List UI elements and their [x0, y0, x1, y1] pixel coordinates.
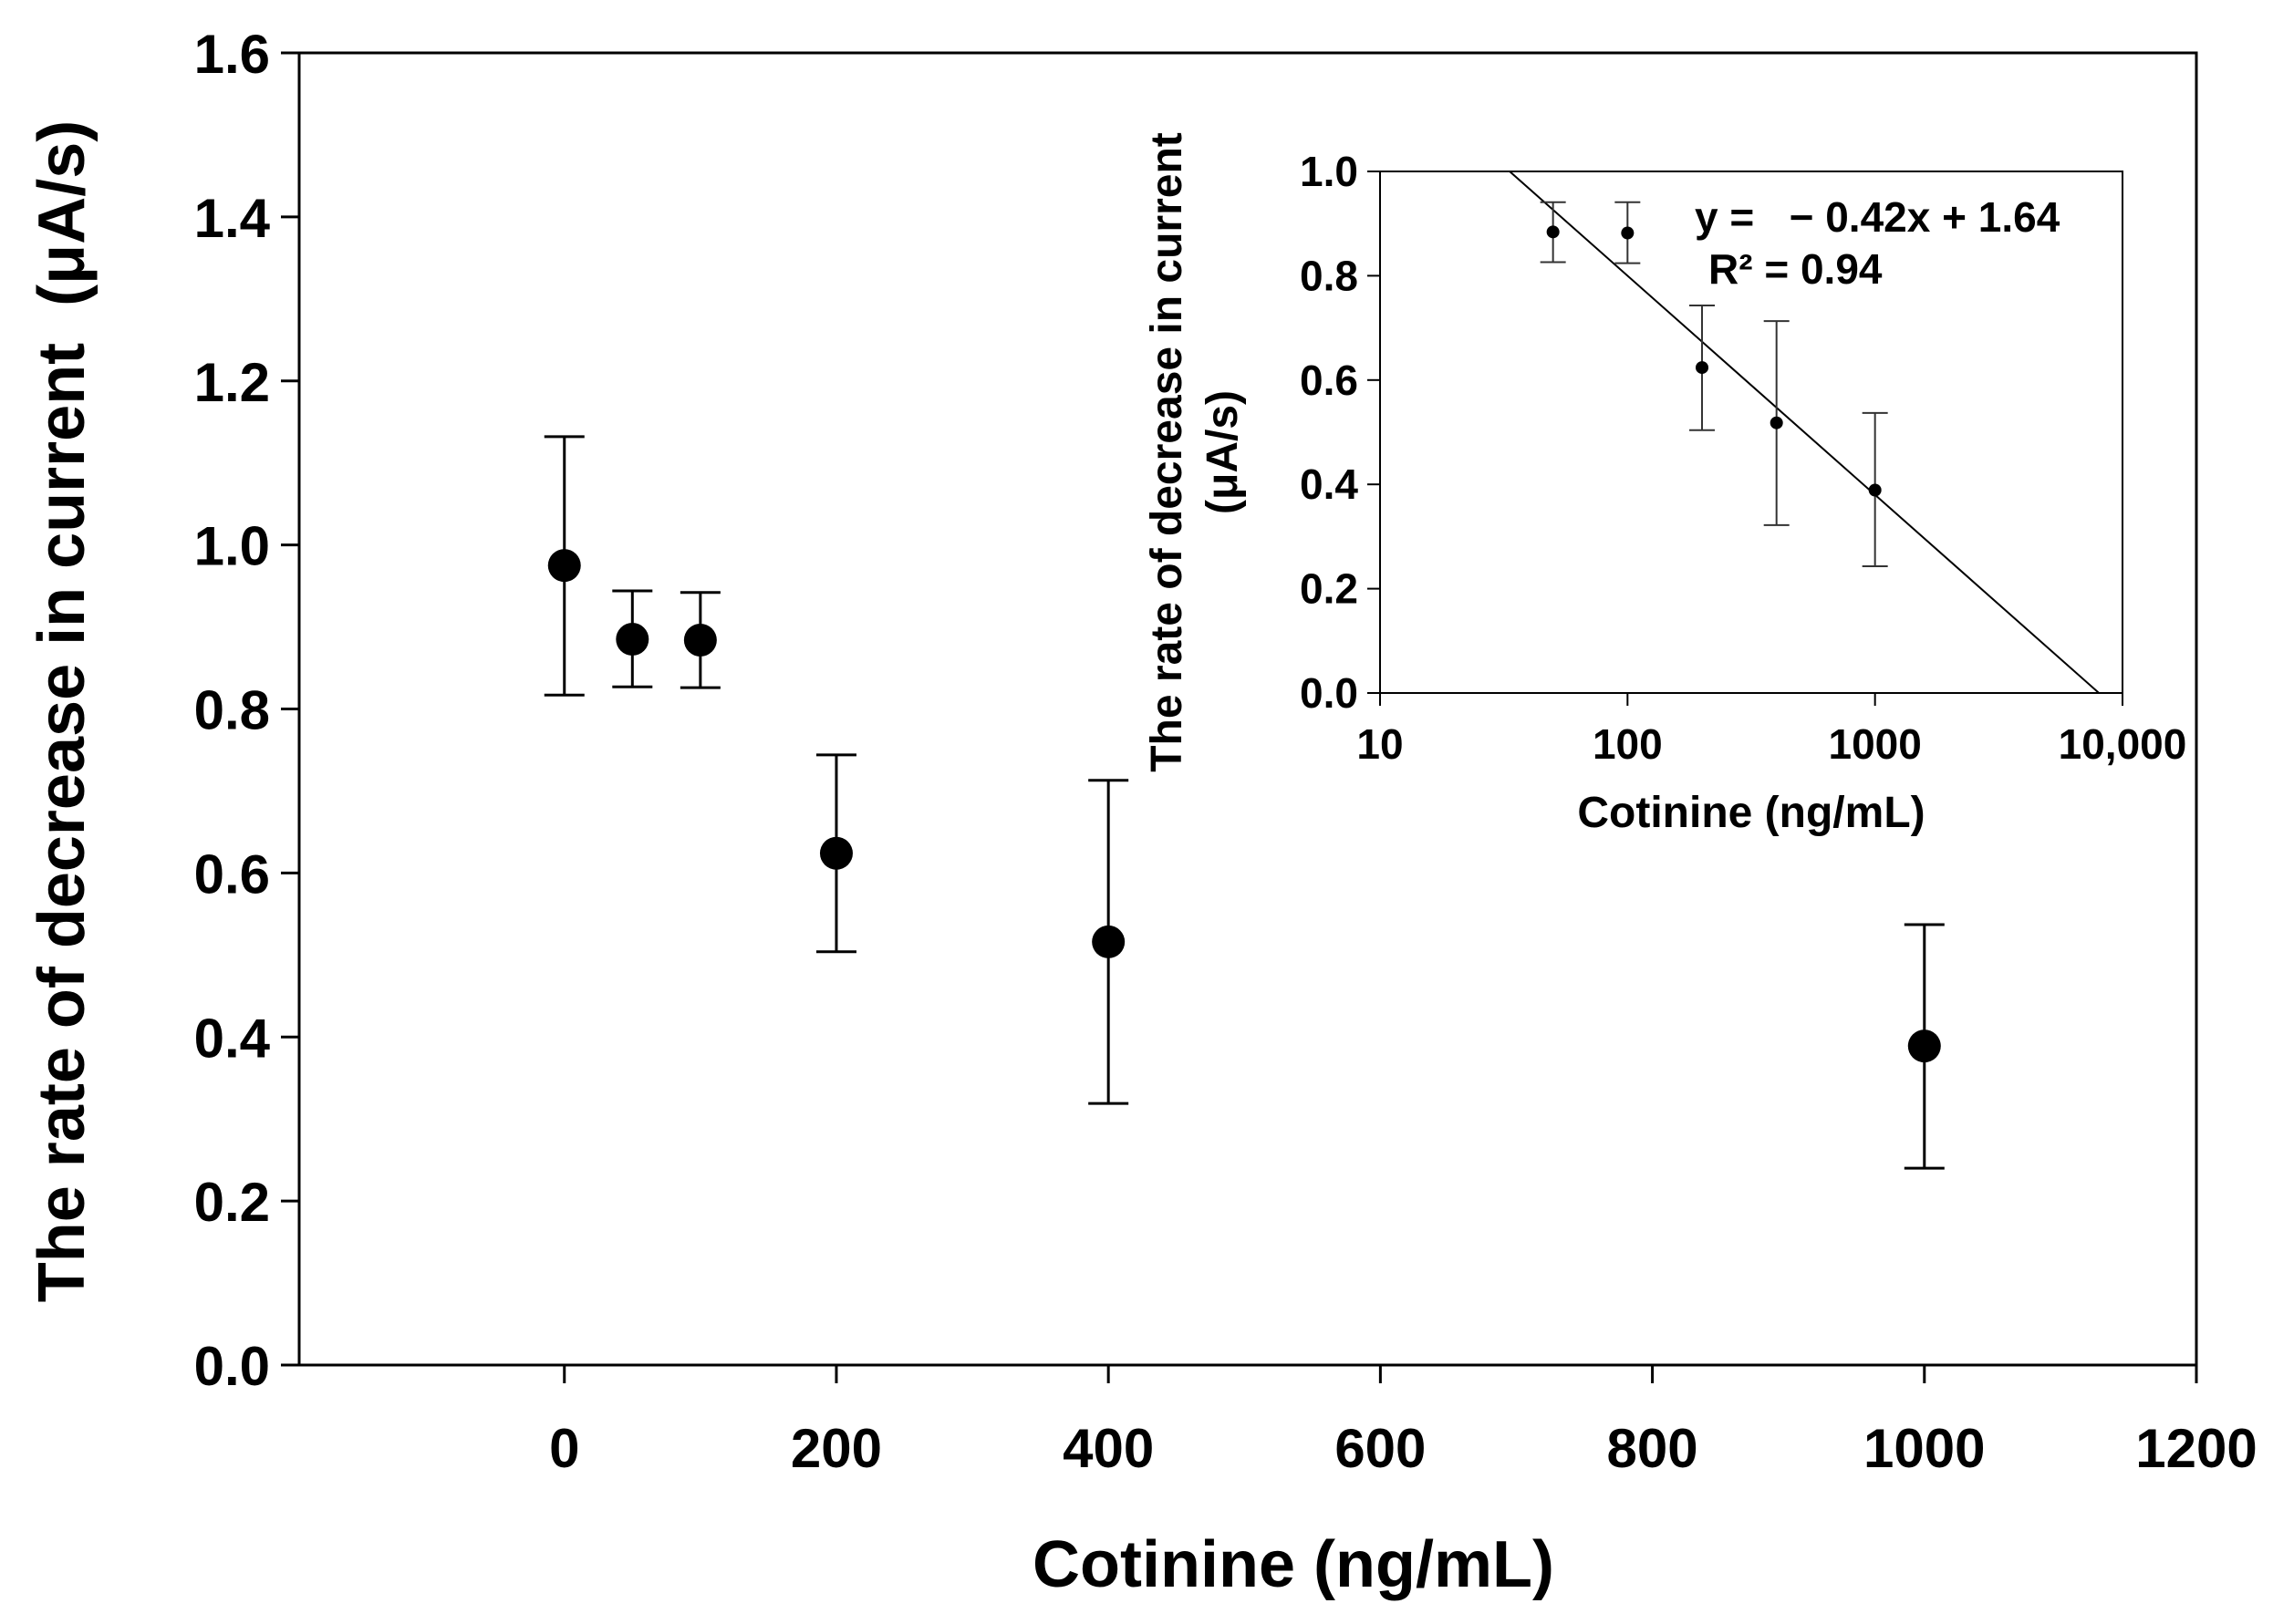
main-y-axis-label: The rate of decrease in current (μA/s): [26, 120, 99, 1302]
inset-x-tick-label: 10: [1356, 720, 1403, 768]
main-data-point: [1092, 925, 1126, 958]
main-y-tick-label: 0.8: [194, 680, 270, 741]
main-y-tick-label: 1.2: [194, 352, 270, 413]
main-x-tick-label: 0: [549, 1418, 579, 1479]
main-x-axis-label: Cotinine (ng/mL): [1033, 1528, 1554, 1601]
inset-y-tick-label: 0.6: [1300, 357, 1358, 404]
inset-y-axis-label-line2: (μA/s): [1199, 390, 1247, 514]
inset-y-tick-label: 0.4: [1300, 460, 1358, 508]
inset-x-axis-label: Cotinine (ng/mL): [1577, 789, 1925, 837]
main-y-tick-label: 0.4: [194, 1008, 271, 1069]
inset-y-ticks: 0.0 0.2 0.4 0.6 0.8 1.0: [1300, 148, 1380, 717]
main-data-point: [547, 549, 581, 583]
inset-y-tick-label: 0.0: [1300, 669, 1358, 717]
main-y-ticks: 0.0 0.2 0.4 0.6 0.8 1.0 1.2 1.4 1.6: [194, 24, 299, 1397]
main-y-tick-label: 1.6: [194, 24, 270, 85]
inset-data-points: [1546, 225, 1882, 497]
main-x-tick-label: 600: [1334, 1418, 1426, 1479]
main-data-point: [819, 836, 853, 870]
inset-fit-line: [1509, 171, 2100, 694]
inset-x-tick-label: 100: [1593, 720, 1663, 768]
main-data-point: [683, 623, 717, 657]
main-data-point: [1907, 1029, 1941, 1063]
inset-x-tick-label: 1000: [1828, 720, 1921, 768]
inset-data-point: [1868, 483, 1882, 497]
inset-data-point: [1696, 361, 1709, 375]
main-y-tick-label: 0.6: [194, 843, 270, 905]
main-y-tick-label: 0.2: [194, 1172, 270, 1233]
inset-y-tick-label: 1.0: [1300, 148, 1358, 195]
main-y-tick-label: 1.4: [194, 188, 271, 249]
main-data-point: [616, 623, 649, 657]
main-x-tick-label: 400: [1063, 1418, 1154, 1479]
inset-data-point: [1770, 416, 1783, 429]
main-y-tick-label: 1.0: [194, 516, 270, 577]
inset-data-point: [1546, 225, 1560, 239]
main-chart: 0.0 0.2 0.4 0.6 0.8 1.0 1.2 1.4 1.6 0 200 400 600 80…: [26, 24, 2257, 1601]
inset-x-ticks: 10 100 1000 10,000: [1356, 693, 2186, 768]
inset-chart: 0.0 0.2 0.4 0.6 0.8 1.0 10 100 1000 10,000 y = −…: [1143, 132, 2186, 837]
inset-y-axis-label-line1: The rate of decrease in current: [1143, 132, 1191, 772]
main-x-tick-label: 800: [1607, 1418, 1698, 1479]
inset-x-tick-label: 10,000: [2059, 720, 2187, 768]
inset-plot-frame: [1379, 171, 2123, 694]
main-x-tick-label: 1000: [1863, 1418, 1985, 1479]
inset-y-tick-label: 0.2: [1300, 565, 1358, 613]
main-x-tick-label: 200: [791, 1418, 882, 1479]
main-x-tick-label: 1200: [2135, 1418, 2257, 1479]
inset-fit-equation: y = − 0.42x + 1.64: [1695, 193, 2060, 241]
inset-r-squared: R² = 0.94: [1708, 245, 1883, 293]
inset-y-tick-label: 0.8: [1300, 252, 1358, 299]
inset-data-point: [1621, 226, 1635, 240]
main-data-points: [547, 549, 1941, 1063]
main-y-tick-label: 0.0: [194, 1336, 270, 1397]
main-x-ticks: 0 200 400 600 800 1000 1200: [549, 1365, 2257, 1479]
